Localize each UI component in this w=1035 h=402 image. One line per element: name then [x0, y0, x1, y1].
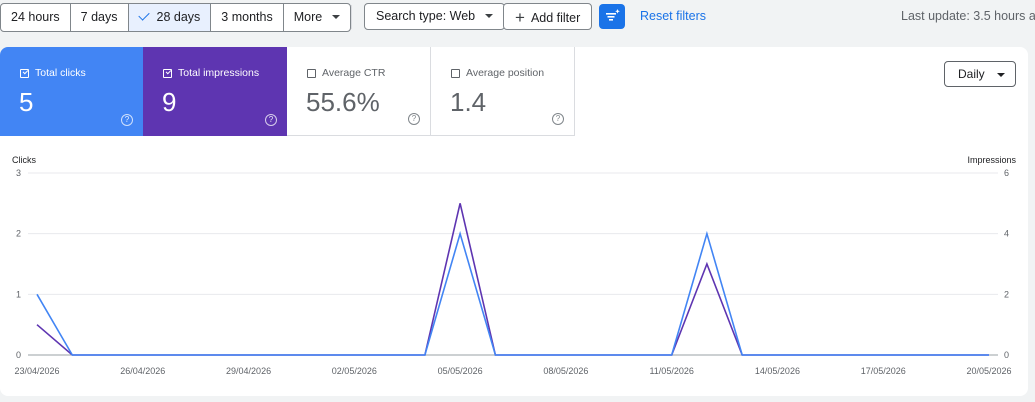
right-tick-label: 6	[1004, 168, 1009, 178]
checkbox-checked-icon	[163, 68, 172, 78]
x-tick-label: 26/04/2026	[120, 366, 165, 376]
x-tick-label: 11/05/2026	[649, 366, 693, 376]
metric-tile-total-impressions[interactable]: Total impressions 9 ?	[143, 47, 287, 136]
series-line-clicks	[36, 230, 989, 356]
right-tick-label: 2	[1004, 289, 1009, 299]
search-type-button[interactable]: Search type: Web	[364, 3, 506, 30]
filter-sparkle-icon	[606, 9, 620, 21]
left-tick-label: 1	[16, 289, 21, 299]
metric-value: 9	[162, 87, 177, 117]
last-update-text: Last update: 3.5 hours ago	[901, 9, 1035, 23]
x-tick-label: 14/05/2026	[755, 366, 800, 376]
range-28-days-label: 28 days	[156, 10, 201, 24]
range-7-days-button[interactable]: 7 days	[71, 4, 129, 31]
toolbar: 24 hours 7 days 28 days 3 months More Se…	[0, 0, 1035, 33]
search-type-label: Search type: Web	[376, 9, 476, 23]
caret-down-icon	[485, 14, 494, 18]
checkbox-unchecked-icon	[307, 68, 316, 78]
right-tick-label: 0	[1004, 350, 1009, 360]
checkbox-checked-icon	[20, 68, 29, 78]
metric-value: 55.6%	[306, 87, 380, 117]
add-filter-label: Add filter	[530, 11, 581, 25]
help-icon[interactable]: ?	[552, 113, 564, 125]
right-axis-title: Impressions	[967, 155, 1016, 165]
x-tick-label: 05/05/2026	[438, 366, 483, 376]
granularity-label: Daily	[958, 67, 985, 81]
metric-label: Average position	[451, 67, 544, 79]
plus-icon: +	[515, 8, 525, 27]
left-tick-label: 3	[16, 168, 21, 178]
help-icon[interactable]: ?	[408, 113, 420, 125]
filter-settings-button[interactable]	[599, 4, 625, 29]
reset-filters-link[interactable]: Reset filters	[640, 9, 706, 23]
more-label: More	[293, 10, 323, 24]
granularity-select[interactable]: Daily	[944, 61, 1016, 87]
x-tick-label: 02/05/2026	[332, 366, 377, 376]
left-tick-label: 2	[16, 229, 21, 239]
metric-label-text: Average position	[466, 67, 545, 79]
metric-label: Total clicks	[20, 67, 86, 79]
right-tick-label: 4	[1004, 229, 1009, 239]
left-axis-title: Clicks	[12, 155, 36, 165]
metric-value: 5	[19, 87, 34, 117]
x-tick-label: 08/05/2026	[543, 366, 588, 376]
performance-chart: 3 6 2 4 1 2 0 0 23/04/2026 26/04/2026 29/04/2026 02…	[14, 168, 1011, 376]
metric-tile-average-ctr[interactable]: Average CTR 55.6% ?	[287, 47, 431, 136]
metric-tile-average-position[interactable]: Average position 1.4 ?	[431, 47, 575, 136]
metric-value: 1.4	[450, 87, 487, 117]
metric-label: Average CTR	[307, 67, 385, 79]
x-tick-label: 20/05/2026	[966, 366, 1011, 376]
range-3-months-button[interactable]: 3 months	[211, 4, 284, 31]
metric-label-text: Total impressions	[178, 67, 260, 79]
date-range-selector: 24 hours 7 days 28 days 3 months More	[0, 3, 352, 32]
metric-label: Total impressions	[163, 67, 259, 79]
range-24-hours-button[interactable]: 24 hours	[1, 4, 71, 31]
add-filter-button[interactable]: + Add filter	[503, 3, 593, 30]
check-icon	[137, 9, 150, 21]
metric-label-text: Average CTR	[322, 67, 386, 79]
caret-down-icon	[997, 73, 1005, 77]
x-tick-label: 29/04/2026	[226, 366, 271, 376]
checkbox-unchecked-icon	[451, 68, 460, 78]
left-tick-label: 0	[16, 350, 21, 360]
more-ranges-button[interactable]: More	[284, 4, 350, 31]
toolbar-divider	[351, 5, 352, 29]
help-icon[interactable]: ?	[265, 114, 277, 126]
help-icon[interactable]: ?	[121, 114, 133, 126]
caret-down-icon	[332, 15, 341, 19]
series-line-impressions	[36, 203, 989, 356]
x-tick-label: 17/05/2026	[861, 366, 906, 376]
metric-label-text: Total clicks	[35, 67, 86, 79]
performance-card: Total clicks 5 ? Total impressions 9 ? A…	[0, 47, 1028, 396]
range-28-days-button[interactable]: 28 days	[128, 4, 212, 31]
metric-tile-total-clicks[interactable]: Total clicks 5 ?	[0, 47, 143, 136]
x-tick-label: 23/04/2026	[14, 366, 59, 376]
